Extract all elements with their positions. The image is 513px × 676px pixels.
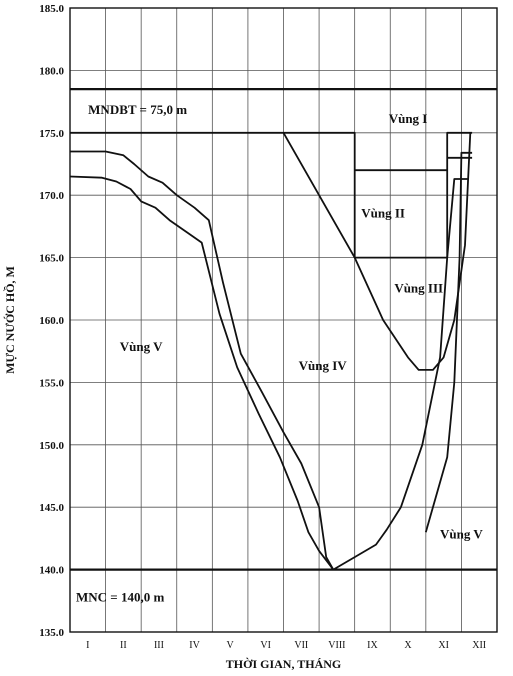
annotation-label: Vùng IV — [299, 358, 348, 373]
y-tick-label: 175.0 — [39, 128, 64, 140]
x-axis-ticks: I II III IV V VI VII VIII IX X XI XII — [86, 640, 486, 651]
y-axis-ticks: 135.0 140.0 145.0 150.0 155.0 160.0 165.0 170.0… — [39, 3, 64, 639]
annotation-label: Vùng I — [389, 111, 428, 126]
y-tick-label: 185.0 — [39, 3, 64, 15]
annotation-label: MNDBT = 75,0 m — [88, 102, 187, 117]
y-axis-title: MỰC NƯỚC HỒ, M — [2, 266, 17, 374]
series-line — [424, 151, 473, 533]
y-tick-label: 150.0 — [39, 440, 64, 452]
series-line — [70, 131, 473, 259]
x-tick-label: X — [404, 640, 412, 651]
y-tick-label: 140.0 — [39, 565, 64, 577]
annotation-label: Vùng II — [361, 206, 405, 221]
x-tick-label: II — [120, 640, 127, 651]
x-tick-label: IX — [367, 640, 378, 651]
series-line — [70, 150, 335, 571]
x-tick-label: III — [154, 640, 164, 651]
series-layer — [69, 131, 473, 571]
y-tick-label: 160.0 — [39, 315, 64, 327]
y-tick-label: 170.0 — [39, 190, 64, 202]
reference-lines: MNC = 140,0 m — [70, 88, 497, 605]
reference-line-label: MNC = 140,0 m — [76, 590, 164, 605]
x-tick-label: VII — [294, 640, 308, 651]
annotation-label: Vùng V — [120, 339, 163, 354]
series-line — [69, 175, 335, 571]
x-axis-title: THỜI GIAN, THÁNG — [226, 657, 341, 671]
plot-frame — [69, 7, 498, 633]
annotations: MNDBT = 75,0 m Vùng I Vùng II Vùng III Vùng … — [88, 102, 483, 541]
x-tick-label: XI — [438, 640, 449, 651]
x-tick-label: VI — [260, 640, 271, 651]
y-tick-label: 165.0 — [39, 253, 64, 265]
y-tick-label: 180.0 — [39, 65, 64, 77]
y-tick-label: 135.0 — [39, 627, 64, 639]
x-tick-label: IV — [189, 640, 200, 651]
x-tick-label: XII — [472, 640, 486, 651]
series-line — [282, 132, 472, 371]
annotation-label: Vùng III — [394, 281, 443, 296]
x-tick-label: VIII — [328, 640, 345, 651]
y-tick-label: 145.0 — [39, 502, 64, 514]
y-tick-label: 155.0 — [39, 377, 64, 389]
x-tick-label: I — [86, 640, 89, 651]
x-tick-label: V — [227, 640, 235, 651]
annotation-label: Vùng V — [440, 526, 483, 541]
series-line — [332, 178, 469, 571]
